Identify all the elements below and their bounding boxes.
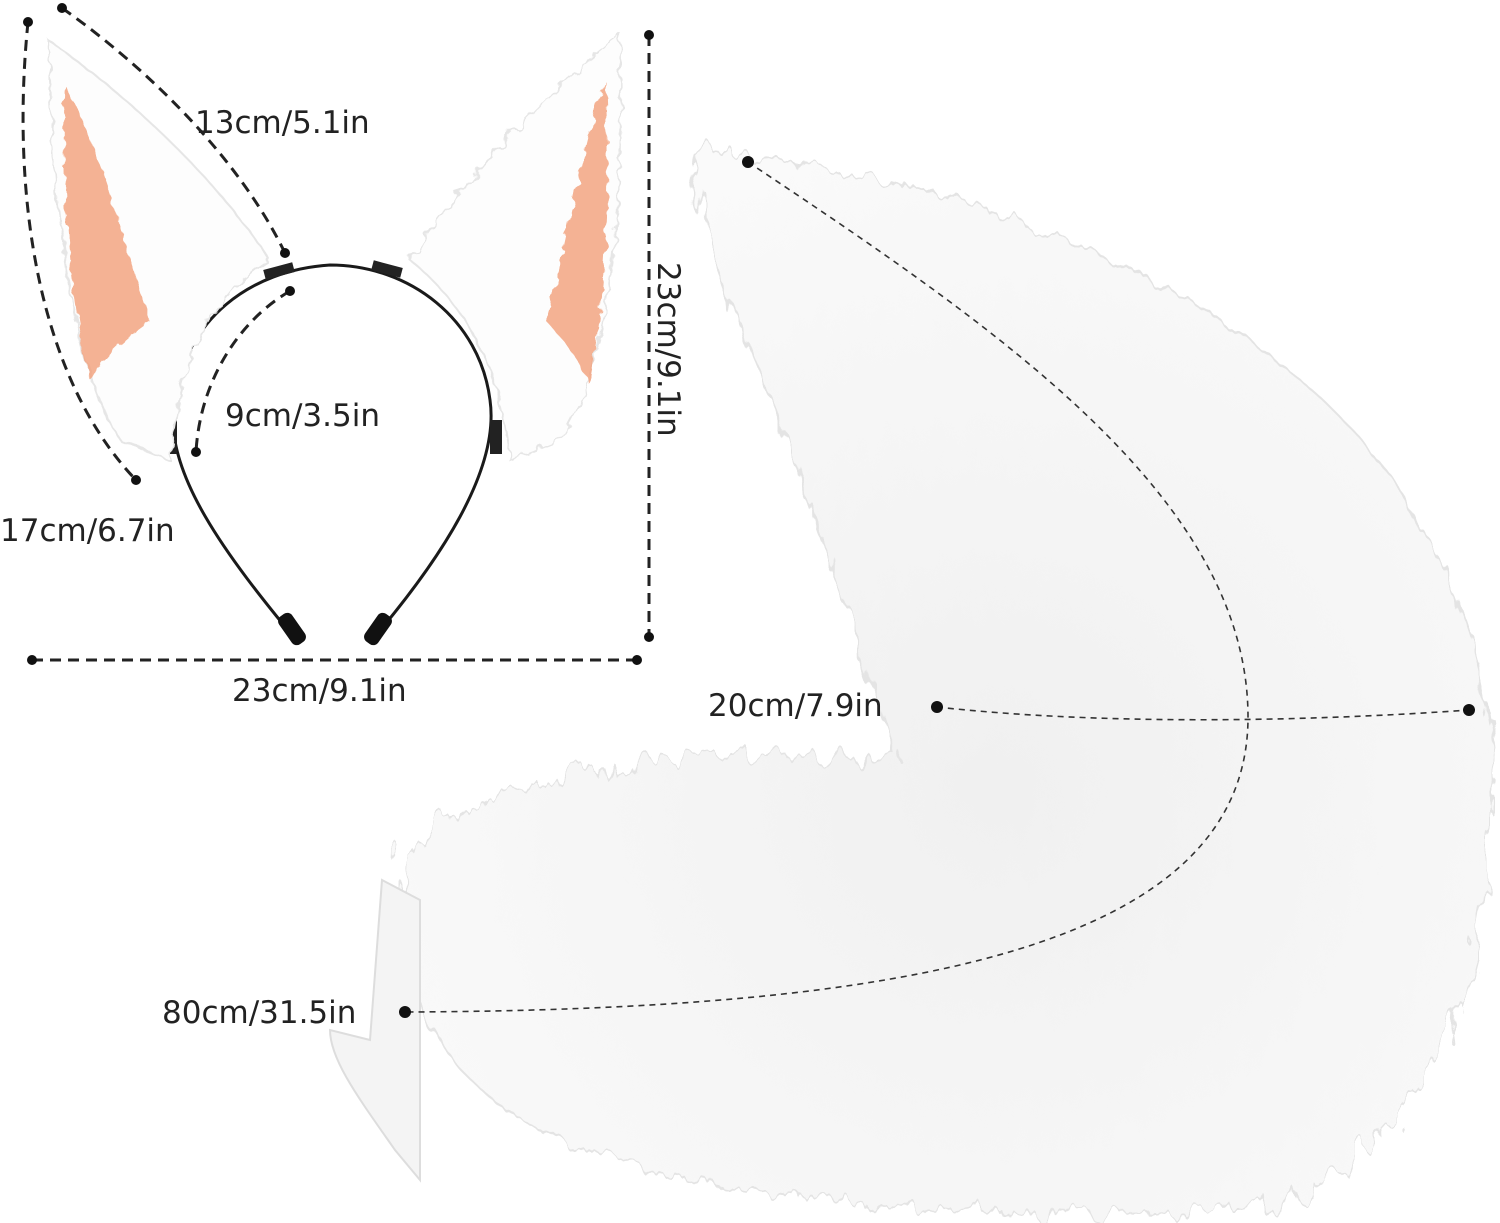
- headband: [165, 260, 502, 646]
- headband-width-label: 23cm/9.1in: [232, 673, 407, 709]
- ear-base-label: 9cm/3.5in: [225, 398, 380, 434]
- tail-width-line: [936, 706, 1470, 721]
- ear-edge-line: [61, 6, 287, 254]
- ear-height-line: [21, 21, 138, 482]
- tail-strap: [328, 878, 421, 1183]
- right-ear: [408, 33, 622, 462]
- fox-tail: [328, 148, 1493, 1214]
- ear-edge-label: 13cm/5.1in: [195, 105, 370, 141]
- tail-length-label: 80cm/31.5in: [162, 995, 356, 1031]
- dimension-lines: [21, 3, 1475, 1018]
- tail-width-label: 20cm/7.9in: [708, 688, 883, 724]
- headband-height-label: 23cm/9.1in: [650, 262, 686, 437]
- ear-height-label: 17cm/6.7in: [0, 513, 175, 549]
- ear-base-line: [194, 289, 291, 453]
- tail-length-line: [404, 161, 1249, 1013]
- left-ear: [46, 38, 272, 462]
